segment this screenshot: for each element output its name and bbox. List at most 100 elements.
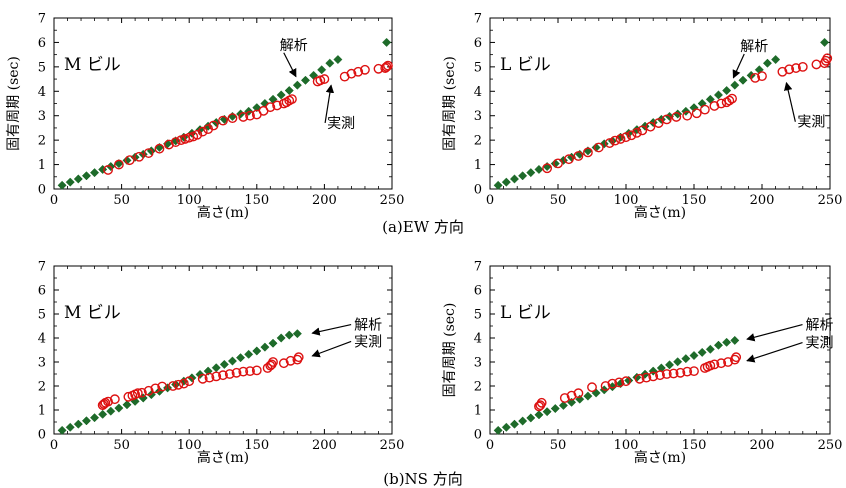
plot-frame [53, 265, 393, 435]
measured-point [661, 114, 672, 125]
measured-point [604, 138, 615, 148]
analysis-point [493, 425, 503, 435]
y-tick-label: 1 [474, 158, 482, 173]
measured-point [238, 366, 249, 377]
analysis-point [567, 397, 577, 407]
measured-point [631, 127, 642, 138]
analysis-point [73, 419, 83, 429]
analysis-point [518, 416, 528, 426]
analysis-point [219, 359, 229, 369]
plot-frame [489, 265, 831, 435]
analysis-point [591, 142, 601, 153]
measured-point [109, 394, 120, 405]
x-tick-label: 150 [682, 438, 707, 453]
measured-point [268, 357, 278, 367]
measured-point [634, 373, 645, 384]
y-tick-label: 4 [38, 332, 46, 347]
y-tick-label: 7 [474, 260, 482, 275]
annotation-arrow [732, 53, 745, 79]
measured-point [621, 132, 631, 143]
analysis-point [518, 171, 528, 181]
measured-point [251, 365, 262, 376]
measured-point [682, 110, 693, 121]
analysis-point [493, 180, 503, 190]
analysis-point [722, 85, 732, 96]
measured-point [566, 390, 577, 401]
analysis-point [122, 155, 132, 165]
analysis-point [550, 159, 560, 169]
analysis-point [65, 422, 75, 432]
x-tick-label: 250 [818, 193, 843, 208]
analysis-point [501, 422, 511, 432]
analysis-point [325, 58, 335, 68]
y-tick-label: 3 [38, 356, 46, 371]
measured-point [123, 391, 134, 402]
measured-point [723, 357, 733, 367]
measured-point [668, 368, 679, 379]
x-tick-label: 100 [177, 193, 202, 208]
y-tick-label: 6 [474, 284, 482, 299]
y-tick-label: 4 [38, 85, 46, 100]
measured-point [731, 352, 742, 363]
measured-point [689, 366, 699, 377]
analysis-point [252, 103, 262, 113]
measured-point [150, 383, 161, 394]
measured-point [777, 66, 788, 77]
annotation-measured: 実測 [327, 116, 355, 132]
analysis-point [122, 400, 132, 410]
measured-point [245, 366, 255, 377]
measured-point [173, 379, 184, 390]
measured-point [583, 147, 593, 158]
x-tick-label: 100 [614, 193, 639, 208]
x-tick-label: 0 [50, 438, 58, 453]
annotation-measured: 実測 [806, 336, 834, 352]
y-tick-label: 4 [474, 332, 482, 347]
x-axis-label: 高さ(m) [634, 204, 686, 221]
analysis-point [65, 177, 75, 187]
measured-point [610, 135, 621, 146]
measured-point [645, 121, 656, 132]
analysis-point [284, 330, 294, 340]
measured-point [607, 378, 618, 389]
plot-frame [489, 17, 831, 190]
x-tick-label: 250 [380, 193, 405, 208]
analysis-point [673, 357, 683, 367]
measured-point [626, 130, 637, 141]
annotation-analysis: 解析 [740, 39, 768, 55]
analysis-point [534, 410, 544, 420]
x-tick-label: 200 [312, 438, 337, 453]
analysis-point [501, 177, 511, 187]
measured-point [197, 126, 208, 137]
y-tick-label: 5 [38, 60, 46, 75]
measured-point [791, 63, 801, 73]
plot-frame [53, 17, 393, 190]
analysis-point [252, 346, 262, 356]
measured-point [716, 98, 727, 109]
measured-point [245, 110, 255, 121]
analysis-point [268, 338, 278, 348]
measured-point [134, 151, 145, 162]
measured-point [143, 385, 154, 396]
analysis-point [697, 98, 707, 109]
measured-point [621, 376, 631, 387]
measured-point [724, 95, 735, 106]
measured-point [383, 60, 393, 71]
building-label: M ビル [64, 303, 121, 323]
x-tick-label: 0 [50, 193, 58, 208]
analysis-point [57, 425, 67, 435]
analysis-point [244, 349, 254, 359]
measured-point [536, 397, 547, 408]
measured-point [227, 113, 238, 124]
analysis-point [689, 103, 699, 113]
x-tick-label: 50 [550, 193, 567, 208]
analysis-point [771, 54, 781, 65]
y-tick-label: 1 [38, 158, 46, 173]
measured-point [542, 163, 553, 174]
x-tick-label: 0 [486, 438, 494, 453]
annotation-arrow [324, 84, 335, 124]
measured-point [553, 158, 563, 169]
x-tick-label: 150 [244, 438, 269, 453]
y-tick-label: 4 [474, 85, 482, 100]
analysis-point [154, 386, 165, 396]
